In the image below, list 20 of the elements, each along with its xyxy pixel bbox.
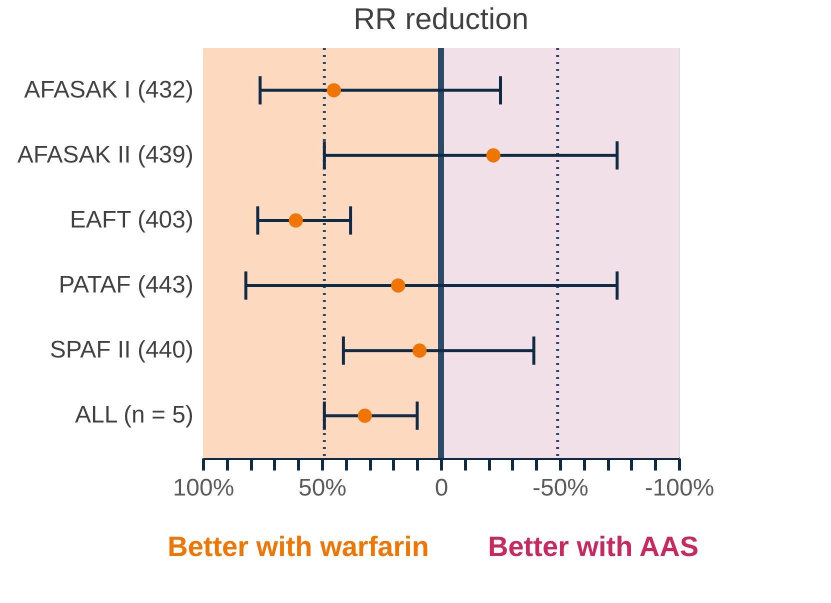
x-tick-label: -50% xyxy=(532,474,589,502)
x-tick-label: 0 xyxy=(434,474,448,502)
y-tick-label: AFASAK II (439) xyxy=(17,141,194,168)
point xyxy=(358,408,372,423)
band-label: Better with AAS xyxy=(488,531,699,562)
y-tick-label: SPAF II (440) xyxy=(50,336,194,364)
y-tick-label: EAFT (403) xyxy=(70,206,194,234)
point xyxy=(391,278,406,293)
y-tick-label: ALL (n = 5) xyxy=(74,402,194,429)
x-tick-label: 100% xyxy=(172,474,234,502)
band-label: Better with warfarin xyxy=(168,531,429,562)
y-tick-label: AFASAK I (432) xyxy=(24,76,194,104)
point xyxy=(412,344,427,358)
point xyxy=(326,83,341,98)
chart-title: RR reduction xyxy=(353,3,529,36)
point xyxy=(486,148,500,162)
x-tick-label: -100% xyxy=(644,474,714,502)
point xyxy=(288,213,303,228)
y-tick-label: PATAF (443) xyxy=(58,272,194,299)
x-tick-label: 50% xyxy=(298,474,347,502)
